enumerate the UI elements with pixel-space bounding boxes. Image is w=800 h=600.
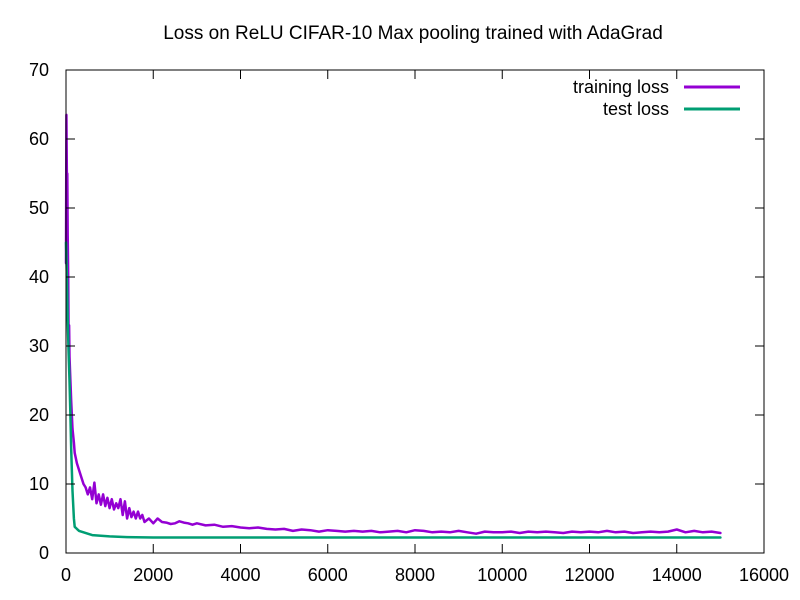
legend-label: training loss <box>573 77 669 97</box>
chart-title: Loss on ReLU CIFAR-10 Max pooling traine… <box>163 23 663 44</box>
x-tick-label: 14000 <box>652 565 702 585</box>
y-tick-label: 50 <box>29 198 49 218</box>
training-loss-line <box>64 113 722 535</box>
x-tick-label: 0 <box>61 565 71 585</box>
x-tick-label: 12000 <box>564 565 614 585</box>
x-tick-label: 8000 <box>395 565 435 585</box>
test-loss-line <box>64 241 722 539</box>
y-tick-label: 0 <box>39 543 49 563</box>
y-tick-label: 40 <box>29 267 49 287</box>
x-tick-label: 6000 <box>308 565 348 585</box>
x-tick-label: 10000 <box>477 565 527 585</box>
y-tick-label: 60 <box>29 129 49 149</box>
x-tick-label: 16000 <box>739 565 789 585</box>
y-tick-label: 20 <box>29 405 49 425</box>
x-axis: 0 2000 4000 6000 8000 10000 12000 14000 16000 <box>61 70 789 585</box>
y-tick-label: 70 <box>29 60 49 80</box>
y-tick-label: 30 <box>29 336 49 356</box>
y-tick-label: 10 <box>29 474 49 494</box>
x-tick-label: 2000 <box>133 565 173 585</box>
plot-frame <box>65 69 765 554</box>
y-axis: 0 10 20 30 40 50 60 70 <box>29 60 764 563</box>
x-tick-label: 4000 <box>220 565 260 585</box>
plot-lines <box>64 113 722 539</box>
legend-label: test loss <box>603 99 669 119</box>
